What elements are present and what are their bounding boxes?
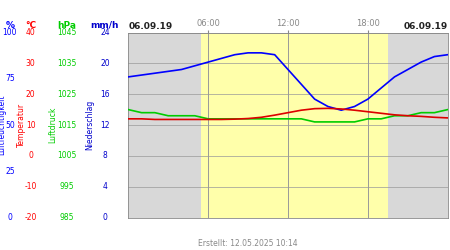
Text: 4: 4 — [103, 182, 107, 191]
Text: 985: 985 — [59, 213, 74, 222]
Text: 0: 0 — [28, 151, 33, 160]
Text: 0: 0 — [8, 213, 12, 222]
Text: -20: -20 — [24, 213, 37, 222]
Text: 1015: 1015 — [57, 120, 76, 130]
Text: hPa: hPa — [57, 21, 76, 30]
Text: 100: 100 — [3, 28, 17, 37]
Text: 1045: 1045 — [57, 28, 76, 37]
Text: mm/h: mm/h — [90, 21, 119, 30]
Text: 25: 25 — [5, 167, 15, 176]
Text: 0: 0 — [103, 213, 107, 222]
Text: 10: 10 — [26, 120, 36, 130]
Text: 06.09.19: 06.09.19 — [128, 22, 172, 31]
Text: 50: 50 — [5, 120, 15, 130]
Text: 8: 8 — [103, 151, 107, 160]
Text: 20: 20 — [26, 90, 36, 99]
Text: Luftfeuchtigkeit: Luftfeuchtigkeit — [0, 95, 7, 155]
Text: 1035: 1035 — [57, 59, 76, 68]
Text: -10: -10 — [24, 182, 37, 191]
Text: °C: °C — [25, 21, 36, 30]
Text: 24: 24 — [100, 28, 110, 37]
Text: Luftdruck: Luftdruck — [49, 107, 58, 143]
Text: 1005: 1005 — [57, 151, 76, 160]
Text: 1025: 1025 — [57, 90, 76, 99]
Bar — [202, 32, 388, 218]
Text: 06.09.19: 06.09.19 — [404, 22, 448, 31]
Text: 16: 16 — [100, 90, 110, 99]
Text: Temperatur: Temperatur — [17, 103, 26, 147]
Text: 40: 40 — [26, 28, 36, 37]
Text: 995: 995 — [59, 182, 74, 191]
Text: 12: 12 — [100, 120, 110, 130]
Text: 20: 20 — [100, 59, 110, 68]
Text: Niederschlag: Niederschlag — [86, 100, 94, 150]
Text: Erstellt: 12.05.2025 10:14: Erstellt: 12.05.2025 10:14 — [198, 238, 297, 248]
Text: 75: 75 — [5, 74, 15, 83]
Text: 30: 30 — [26, 59, 36, 68]
Text: %: % — [5, 21, 14, 30]
